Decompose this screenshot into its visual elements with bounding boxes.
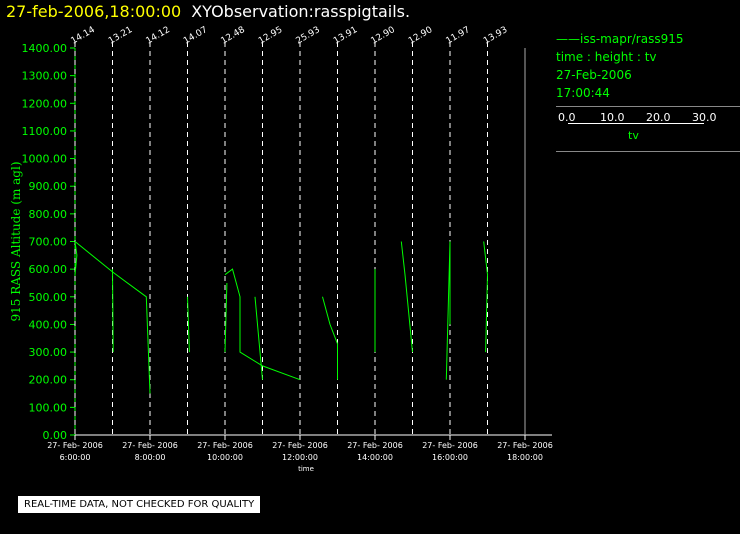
page-title: 27-feb-2006,18:00:00 XYObservation:rasspi… [6,2,410,21]
profile-label: 12.48 [220,25,248,47]
x-tick-time: 12:00:00 [282,453,318,462]
series-line [224,268,301,381]
header-observation: XYObservation:rasspigtails. [191,2,411,21]
profile-label: 14.12 [145,25,172,47]
legend-time: 17:00:44 [556,86,610,100]
legend-date: 27-Feb-2006 [556,68,632,82]
y-tick-label: 0.00 [43,429,68,442]
scale-tick: 30.0 [692,111,717,124]
x-tick-date: 27- Feb- 2006 [122,441,178,450]
profile-label: 13.93 [482,25,509,47]
x-tick-date: 27- Feb- 2006 [197,441,253,450]
scale-line [568,123,704,124]
y-tick-label: 400.00 [29,318,68,331]
scale-tick: 20.0 [646,111,671,124]
profile-label: 14.14 [70,25,98,47]
x-axis-label: time [298,465,314,473]
series-line [74,241,151,394]
profile-label: 25.93 [295,25,322,47]
x-tick-time: 8:00:00 [135,453,166,462]
y-tick-label: 800.00 [29,208,68,221]
y-tick-label: 1000.00 [22,153,68,166]
y-tick-label: 100.00 [29,401,68,414]
x-tick-time: 18:00:00 [507,453,543,462]
series-line [254,296,263,380]
series-line [483,241,489,353]
scale-label: tv [628,129,639,142]
profile-label: 14.07 [182,25,209,47]
profile-label: 13.91 [332,25,359,47]
y-tick-label: 500.00 [29,291,68,304]
y-tick-label: 200.00 [29,374,68,387]
legend-scale: 0.0 10.0 20.0 30.0 tv [556,107,740,142]
series-line [112,269,114,353]
x-tick-time: 10:00:00 [207,453,243,462]
legend-source: ——iss-mapr/rass915 [556,32,684,46]
y-tick-label: 1300.00 [22,70,68,83]
profile-label: 11.97 [445,25,472,47]
series-line [445,241,451,380]
y-tick-label: 1100.00 [22,125,68,138]
series-line [322,296,338,380]
quality-disclaimer: REAL-TIME DATA, NOT CHECKED FOR QUALITY [18,496,261,513]
x-tick-time: 6:00:00 [60,453,91,462]
header-timestamp: 27-feb-2006,18:00:00 [6,2,182,21]
series-line [187,296,190,353]
x-tick-date: 27- Feb- 2006 [347,441,403,450]
y-tick-label: 300.00 [29,346,68,359]
y-tick-label: 700.00 [29,236,68,249]
profile-label: 13.21 [107,25,134,47]
x-tick-date: 27- Feb- 2006 [497,441,553,450]
legend-var-line: time : height : tv [556,50,657,64]
profile-label: 12.90 [370,25,398,47]
x-tick-time: 16:00:00 [432,453,468,462]
legend-source-text: iss-mapr/rass915 [580,32,684,46]
y-tick-label: 600.00 [29,263,68,276]
scale-tick: 0.0 [558,111,576,124]
y-tick-label: 1400.00 [22,42,68,55]
series-line [224,282,228,353]
legend-divider-bottom [556,151,740,152]
y-tick-label: 1200.00 [22,97,68,110]
legend: ——iss-mapr/rass915 time : height : tv 27… [556,30,740,152]
profile-label: 12.90 [407,25,435,47]
y-tick-label: 900.00 [29,180,68,193]
scale-tick: 10.0 [600,111,625,124]
x-tick-time: 14:00:00 [357,453,393,462]
y-axis-label: 915 RASS Altitude (m agl) [9,161,23,321]
profile-label: 12.95 [257,25,284,47]
series-line [400,241,413,353]
x-tick-date: 27- Feb- 2006 [47,441,103,450]
series-line [74,241,78,275]
x-tick-date: 27- Feb- 2006 [422,441,478,450]
x-tick-date: 27- Feb- 2006 [272,441,328,450]
legend-divider [556,106,740,107]
